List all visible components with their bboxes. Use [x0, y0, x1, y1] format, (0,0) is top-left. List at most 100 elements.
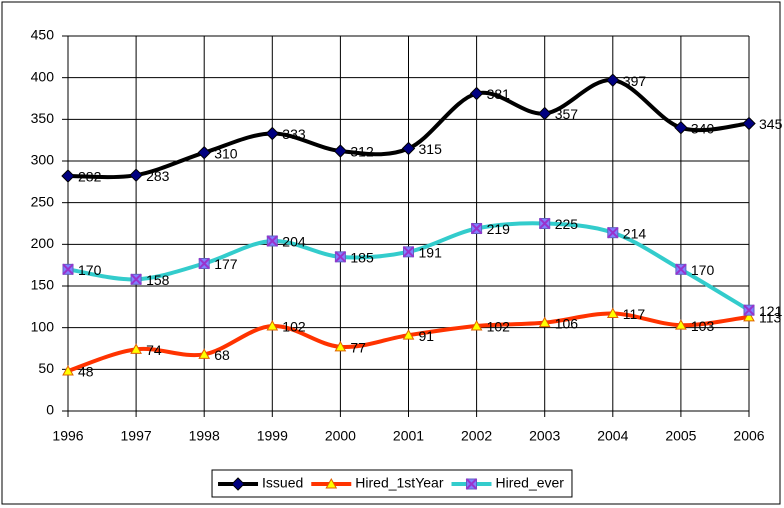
legend-label: Hired_1stYear	[355, 475, 444, 491]
marker	[743, 304, 755, 316]
marker-shape	[266, 235, 279, 247]
y-tick-label: 250	[31, 193, 55, 209]
marker-shape	[742, 116, 756, 131]
marker-shape	[537, 106, 552, 121]
marker-shape	[130, 343, 142, 354]
marker-shape	[743, 304, 755, 316]
marker	[401, 141, 416, 156]
marker-shape	[129, 168, 143, 182]
marker-shape	[334, 251, 347, 263]
data-label: 312	[350, 144, 374, 160]
y-tick-label: 450	[31, 27, 55, 43]
marker	[197, 145, 211, 160]
marker	[469, 86, 484, 101]
data-label: 106	[555, 315, 579, 331]
series-line	[67, 78, 750, 180]
x-tick-label: 1998	[189, 428, 220, 444]
marker-shape	[333, 144, 348, 158]
marker	[674, 120, 688, 135]
marker	[675, 319, 687, 330]
data-label: 315	[419, 141, 443, 157]
marker	[266, 235, 279, 247]
data-label: 170	[78, 262, 102, 278]
marker	[537, 106, 552, 121]
marker-shape	[465, 478, 478, 490]
legend-label: Issued	[262, 475, 303, 491]
legend: Issued Hired_1stYear Hired_ever	[211, 469, 573, 498]
y-tick-label: 150	[31, 277, 55, 293]
data-label: 225	[555, 216, 579, 232]
marker-shape	[62, 263, 74, 276]
legend-item: Hired_ever	[451, 475, 564, 491]
marker-shape	[402, 246, 415, 258]
data-label: 113	[759, 310, 782, 326]
marker-shape	[470, 222, 483, 235]
marker-shape	[61, 169, 75, 183]
data-label: 170	[691, 262, 715, 278]
marker	[265, 126, 280, 141]
data-label: 283	[146, 168, 170, 184]
marker-shape	[265, 126, 280, 141]
data-label: 219	[487, 221, 511, 237]
data-label: 357	[555, 106, 579, 122]
marker-shape	[198, 257, 210, 270]
y-tick-label: 300	[31, 152, 55, 168]
marker	[231, 477, 245, 491]
marker	[333, 144, 348, 158]
x-tick-label: 1996	[52, 428, 83, 444]
data-label: 158	[146, 272, 170, 288]
x-tick-label: 2005	[665, 428, 696, 444]
data-label: 185	[350, 250, 374, 266]
data-label: 102	[487, 319, 511, 335]
legend-item: Issued	[218, 475, 303, 491]
marker	[742, 116, 756, 131]
marker	[130, 343, 142, 354]
marker	[402, 329, 415, 340]
data-label: 214	[623, 225, 647, 241]
data-label: 103	[691, 318, 715, 334]
marker-shape	[470, 319, 483, 331]
marker-shape	[538, 217, 551, 230]
marker-shape	[675, 319, 687, 330]
x-tick-label: 2000	[325, 428, 356, 444]
marker	[607, 226, 619, 239]
y-tick-label: 100	[31, 318, 55, 334]
data-label: 91	[419, 328, 435, 344]
marker-shape	[62, 364, 74, 376]
x-tick-label: 2006	[733, 428, 764, 444]
marker	[470, 319, 483, 331]
data-label: 310	[214, 145, 238, 161]
marker-shape	[538, 316, 551, 328]
marker-shape	[674, 120, 688, 135]
x-tick-label: 2004	[597, 428, 628, 444]
marker	[266, 319, 279, 331]
marker	[62, 364, 74, 376]
data-label: 204	[282, 234, 306, 250]
data-label: 117	[623, 306, 646, 322]
marker-shape	[469, 86, 484, 101]
marker	[538, 217, 551, 230]
marker	[198, 257, 210, 270]
marker	[465, 478, 478, 490]
data-label: 68	[214, 347, 230, 363]
data-label: 333	[282, 126, 306, 142]
x-tick-label: 1999	[257, 428, 288, 444]
marker	[606, 307, 619, 318]
marker-shape	[231, 477, 245, 491]
x-tick-label: 2002	[461, 428, 492, 444]
marker-shape	[743, 310, 755, 322]
marker-shape	[606, 307, 619, 318]
data-label: 381	[487, 86, 511, 102]
marker	[130, 273, 142, 286]
legend-label: Hired_ever	[495, 475, 564, 491]
marker	[470, 222, 483, 235]
data-label: 177	[214, 256, 238, 272]
marker	[325, 477, 338, 489]
marker-shape	[325, 477, 338, 489]
data-label: 191	[419, 245, 443, 261]
marker-shape	[334, 340, 347, 352]
marker-shape	[606, 73, 620, 87]
marker	[62, 263, 74, 276]
marker	[129, 168, 143, 182]
